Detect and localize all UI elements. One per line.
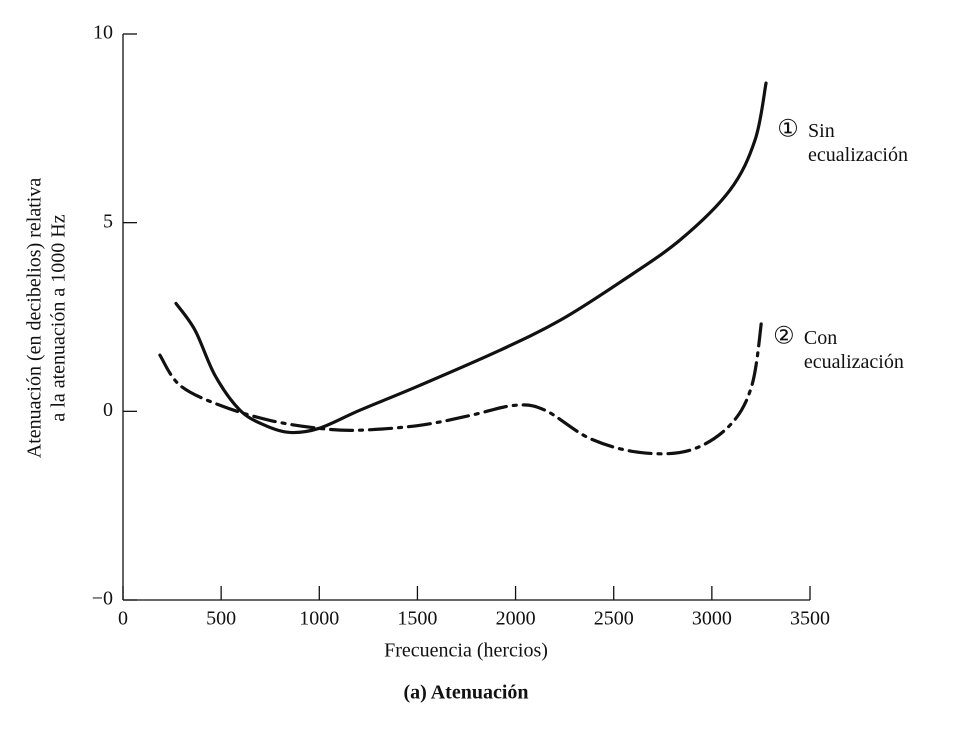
y-axis-label: Atenuación (en decibelios) relativa a la… <box>24 178 70 459</box>
x-axis-label: Frecuencia (hercios) <box>384 640 548 662</box>
x-tick-label: 2000 <box>496 608 536 630</box>
series-label: Sin ecualización <box>808 120 908 167</box>
y-tick-label: 5 <box>103 210 113 232</box>
series-marker-label: ② <box>773 324 795 350</box>
y-axis-label-line: a la atenuación a 1000 Hz <box>48 214 70 421</box>
y-tick-label: −0 <box>92 588 113 610</box>
series-line <box>158 316 764 456</box>
x-tick-label: 3500 <box>790 608 830 630</box>
series-label: Con ecualización <box>803 327 904 374</box>
chart-title: (a) Atenuación <box>404 682 529 704</box>
y-tick-label: 10 <box>93 22 113 44</box>
x-tick-label: 3000 <box>692 608 732 630</box>
x-tick-label: 1000 <box>299 608 339 630</box>
x-tick-label: 500 <box>206 608 236 630</box>
x-tick-label: 2500 <box>594 608 634 630</box>
y-axis-label-line: Atenuación (en decibelios) relativa <box>24 178 46 459</box>
x-tick-label: 0 <box>118 608 128 630</box>
series-marker-label: ① <box>777 117 799 143</box>
x-tick-label: 1500 <box>397 608 437 630</box>
y-tick-label: 0 <box>103 399 113 421</box>
series-line <box>174 81 768 435</box>
